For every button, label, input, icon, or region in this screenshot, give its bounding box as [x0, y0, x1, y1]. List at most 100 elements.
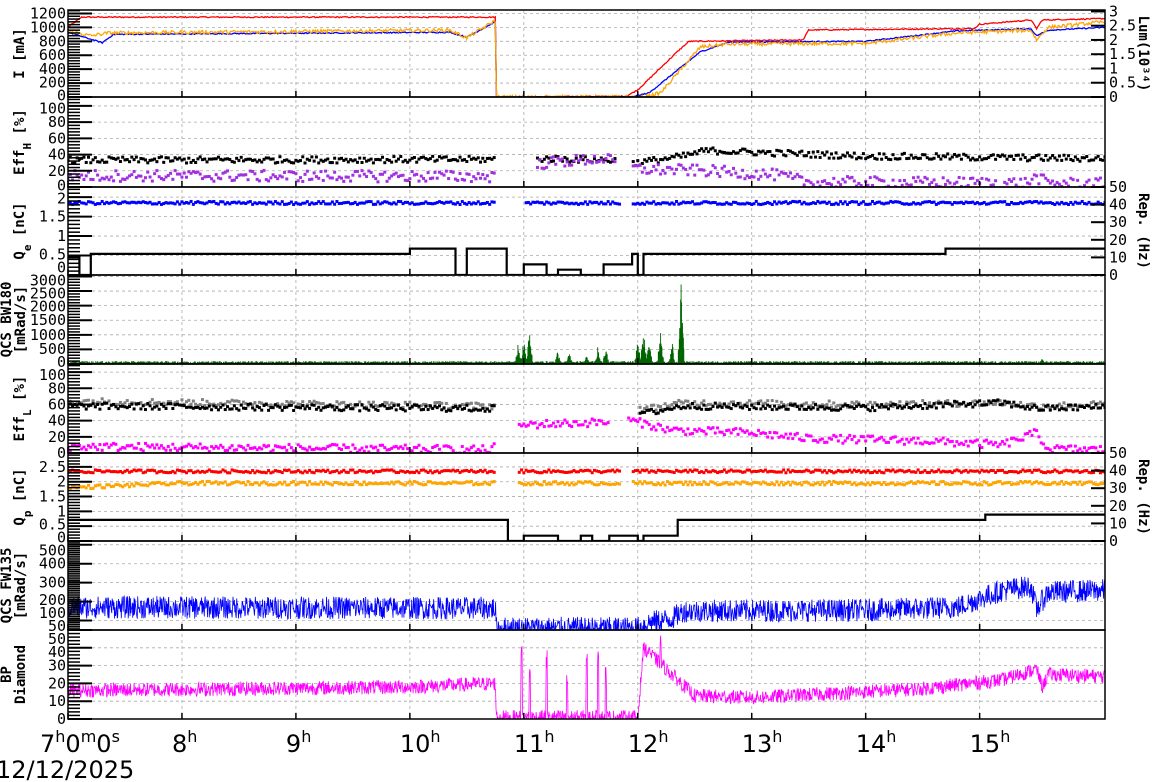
data-point [437, 471, 441, 475]
data-point [636, 159, 640, 163]
data-point [437, 200, 441, 204]
data-point [123, 177, 127, 181]
data-point [615, 481, 619, 485]
data-point [298, 445, 302, 449]
data-point [549, 482, 553, 486]
data-point [595, 200, 599, 204]
data-point [87, 170, 91, 174]
data-point [693, 468, 697, 472]
data-point [228, 446, 232, 450]
data-point [175, 157, 179, 161]
data-point [460, 407, 464, 411]
data-point [991, 200, 995, 204]
data-point [554, 425, 558, 429]
data-point [333, 170, 337, 174]
data-point [137, 468, 141, 472]
data-point [809, 202, 813, 206]
data-point [285, 177, 289, 181]
y-tick-label: 10 [48, 692, 66, 710]
data-point [1016, 471, 1020, 475]
data-point [232, 178, 236, 182]
data-point [754, 407, 758, 411]
data-point [969, 402, 973, 406]
data-point [592, 157, 596, 161]
data-point [196, 446, 200, 450]
data-point [1021, 481, 1025, 485]
data-point [964, 468, 968, 472]
data-point [855, 483, 859, 487]
data-point [896, 440, 900, 444]
data-point [912, 400, 916, 404]
data-point [905, 402, 909, 406]
data-point [804, 407, 808, 411]
data-point [880, 435, 884, 439]
data-point [711, 469, 715, 473]
data-point [378, 202, 382, 206]
data-point [909, 480, 913, 484]
data-point [474, 177, 478, 181]
data-point [157, 446, 161, 450]
data-point [1039, 480, 1043, 484]
data-point [654, 483, 658, 487]
data-point [301, 155, 305, 159]
data-point [937, 483, 941, 487]
data-point [839, 433, 843, 437]
data-point [857, 401, 861, 405]
data-point [442, 201, 446, 205]
data-point [679, 407, 683, 411]
data-point [390, 202, 394, 206]
data-point [173, 169, 177, 173]
data-point [412, 445, 416, 449]
data-point [1089, 158, 1093, 162]
data-point [68, 469, 72, 473]
data-point [205, 446, 209, 450]
data-point [551, 201, 555, 205]
data-point [451, 157, 455, 161]
data-point [118, 404, 122, 408]
data-point [107, 407, 111, 411]
y-tick-label: 600 [39, 46, 66, 64]
data-point [314, 469, 318, 473]
data-point [529, 469, 533, 473]
data-point [150, 179, 154, 183]
data-point [613, 160, 617, 164]
data-point [759, 407, 763, 411]
data-point [385, 401, 389, 405]
data-point [301, 480, 305, 484]
data-point [750, 482, 754, 486]
data-point [643, 410, 647, 414]
data-point [734, 427, 738, 431]
data-point [1062, 179, 1066, 183]
data-point [280, 160, 284, 164]
data-point [850, 437, 854, 441]
data-point [823, 440, 827, 444]
data-point [198, 155, 202, 159]
data-point [453, 404, 457, 408]
data-point [1064, 181, 1068, 185]
data-point [777, 483, 781, 487]
data-point [175, 172, 179, 176]
data-point [444, 409, 448, 413]
data-point [827, 406, 831, 410]
data-point [540, 471, 544, 475]
data-point [880, 405, 884, 409]
data-point [273, 483, 277, 487]
data-point [654, 168, 658, 172]
data-point [602, 482, 606, 486]
data-point [966, 201, 970, 205]
data-point [403, 158, 407, 162]
data-point [1076, 469, 1080, 473]
panel-6-data [68, 468, 1105, 541]
data-point [447, 469, 451, 473]
data-point [713, 431, 717, 435]
data-point [346, 483, 350, 487]
data-point [262, 470, 266, 474]
data-point [825, 403, 829, 407]
data-point [264, 178, 268, 182]
data-point [763, 481, 767, 485]
data-point [175, 402, 179, 406]
data-point [713, 149, 717, 153]
data-point [595, 423, 599, 427]
data-point [535, 426, 539, 430]
data-point [91, 178, 95, 182]
